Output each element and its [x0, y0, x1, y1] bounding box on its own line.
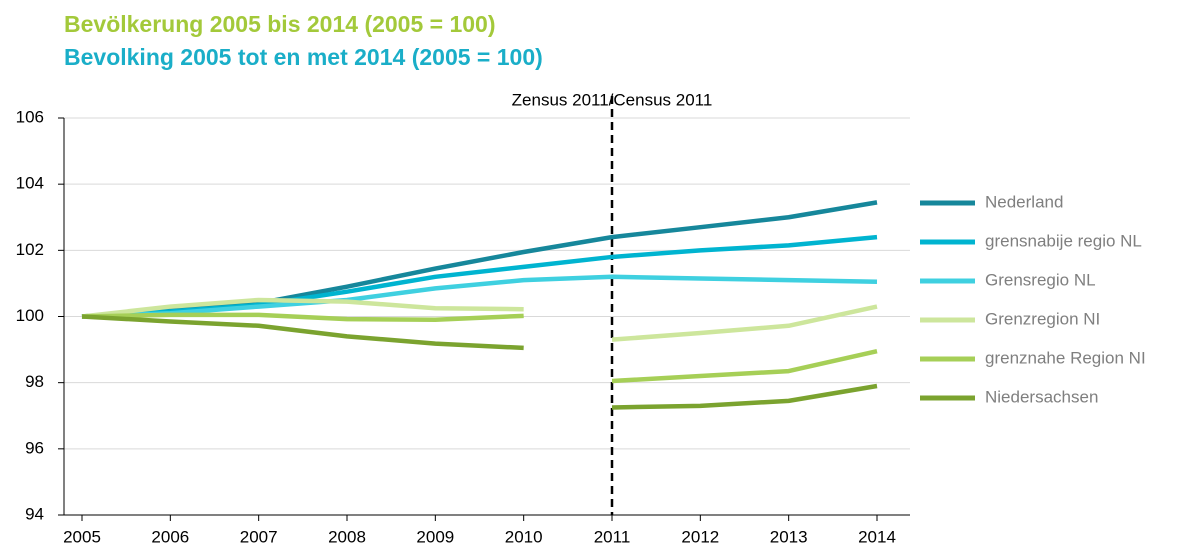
x-tick-label: 2012	[681, 527, 719, 546]
y-tick-label: 104	[16, 174, 44, 193]
x-tick-label: 2008	[328, 527, 366, 546]
x-tick-label: 2005	[63, 527, 101, 546]
series-line	[81, 297, 878, 342]
x-tick-label: 2009	[416, 527, 454, 546]
annotation: Zensus 2011/Census 2011	[512, 90, 713, 109]
x-tick-label: 2013	[770, 527, 808, 546]
series-line	[81, 312, 878, 384]
x-tick-label: 2006	[151, 527, 189, 546]
legend-label: grensnabije regio NL	[985, 231, 1142, 250]
x-tick-label: 2011	[594, 527, 631, 546]
y-tick-label: 102	[16, 240, 44, 259]
legend-label: Grenzregion NI	[985, 309, 1100, 328]
legend-label: grenznahe Region NI	[985, 348, 1146, 367]
legend-label: Niedersachsen	[985, 387, 1098, 406]
x-tick-label: 2007	[240, 527, 278, 546]
chart-title: Bevölkerung 2005 bis 2014 (2005 = 100)	[64, 11, 496, 37]
legend-label: Grensregio NL	[985, 270, 1096, 289]
series-line	[81, 314, 878, 410]
x-tick-label: 2010	[505, 527, 543, 546]
legend-label: Nederland	[985, 192, 1063, 211]
series-line	[81, 200, 878, 319]
y-tick-label: 100	[16, 306, 44, 325]
y-tick-label: 106	[16, 107, 44, 126]
y-tick-label: 96	[25, 438, 44, 457]
series-line	[81, 274, 878, 319]
x-tick-label: 2014	[858, 527, 896, 546]
y-tick-label: 94	[25, 504, 44, 523]
y-tick-label: 98	[25, 372, 44, 391]
chart-subtitle: Bevolking 2005 tot en met 2014 (2005 = 1…	[64, 44, 543, 70]
